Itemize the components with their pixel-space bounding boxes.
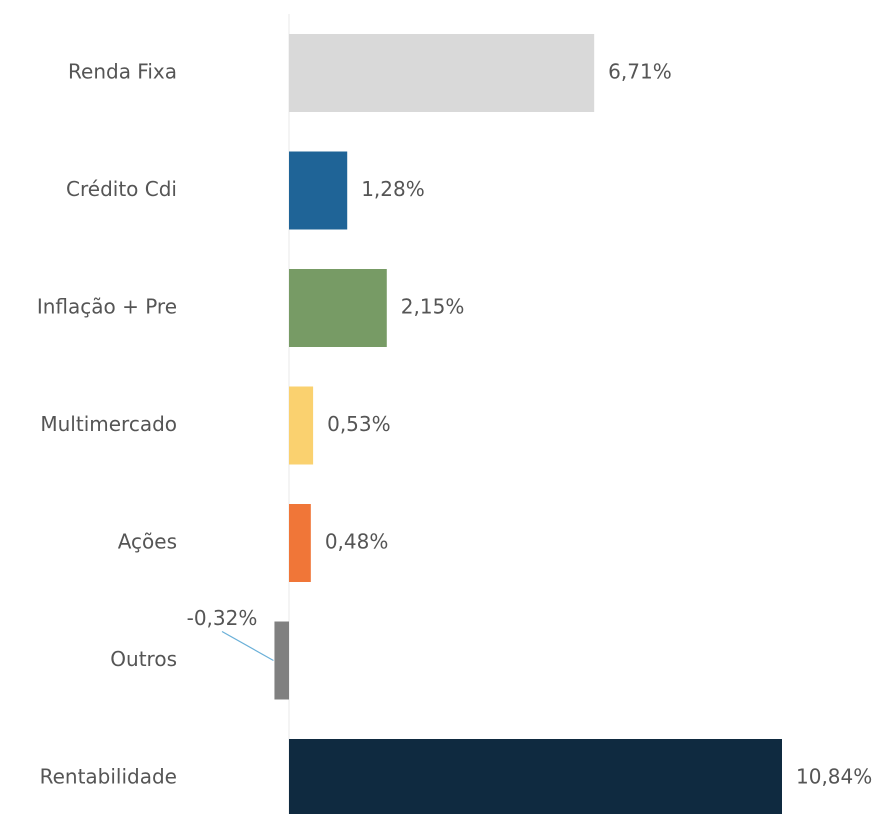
bar	[289, 739, 782, 814]
category-label: Crédito Cdi	[66, 177, 177, 201]
category-label: Renda Fixa	[68, 60, 177, 84]
value-label: -0,32%	[187, 606, 258, 630]
bar	[289, 386, 314, 465]
bar	[289, 269, 387, 347]
value-label: 0,48%	[325, 530, 389, 554]
category-label: Outros	[110, 647, 177, 671]
value-label: 0,53%	[327, 412, 391, 436]
value-label: 2,15%	[401, 295, 465, 319]
category-label: Rentabilidade	[40, 765, 177, 789]
category-label: Multimercado	[40, 412, 177, 436]
leader-line	[221, 630, 274, 662]
value-label: 1,28%	[361, 177, 425, 201]
bar	[289, 34, 595, 112]
value-label: 6,71%	[608, 60, 672, 84]
bar	[289, 504, 311, 582]
bar	[274, 621, 289, 700]
value-label: 10,84%	[796, 765, 872, 789]
category-label: Ações	[118, 530, 177, 554]
bar	[289, 151, 348, 230]
category-label: Inflação + Pre	[37, 295, 177, 319]
